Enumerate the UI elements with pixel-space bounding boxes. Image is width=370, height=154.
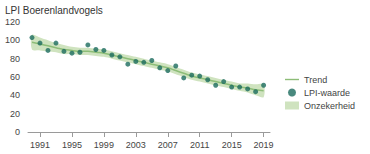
svg-text:2015: 2015 <box>222 140 242 150</box>
svg-text:20: 20 <box>10 109 20 119</box>
svg-text:2019: 2019 <box>254 140 274 150</box>
svg-text:1999: 1999 <box>94 140 114 150</box>
svg-text:80: 80 <box>10 54 20 64</box>
svg-text:120: 120 <box>5 17 20 27</box>
svg-text:2011: 2011 <box>190 140 209 150</box>
svg-text:60: 60 <box>10 72 20 82</box>
svg-text:1991: 1991 <box>30 140 50 150</box>
svg-text:LPI-waarde: LPI-waarde <box>304 88 350 98</box>
svg-text:0: 0 <box>15 127 20 137</box>
svg-text:Trend: Trend <box>304 75 327 85</box>
svg-text:40: 40 <box>10 90 20 100</box>
svg-text:LPI Boerenlandvogels: LPI Boerenlandvogels <box>5 5 103 16</box>
svg-text:1995: 1995 <box>62 140 82 150</box>
svg-text:100: 100 <box>5 35 20 45</box>
svg-text:Onzekerheid: Onzekerheid <box>304 101 355 111</box>
svg-text:2003: 2003 <box>126 140 146 150</box>
svg-text:2007: 2007 <box>158 140 178 150</box>
